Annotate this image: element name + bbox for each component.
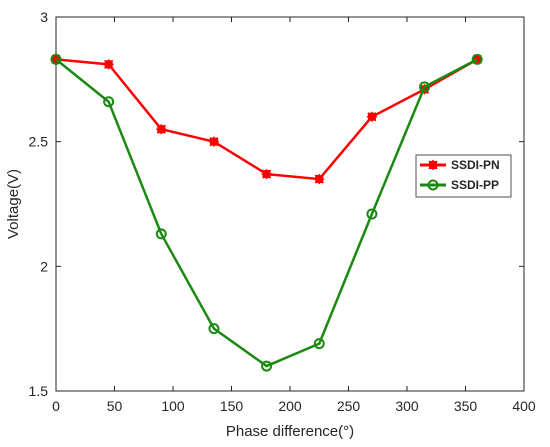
data-point [155,228,167,240]
data-point [261,360,273,372]
legend-marker-ssdi-pn [428,160,438,170]
data-point [366,208,378,220]
data-point [103,96,115,108]
x-tick-label: 400 [512,398,536,414]
data-point [208,323,220,335]
legend: SSDI-PN SSDI-PP [415,154,512,198]
x-tick-label: 150 [220,398,244,414]
x-tick-label: 350 [454,398,478,414]
y-tick-label: 3 [40,9,48,25]
x-tick-label: 300 [395,398,419,414]
legend-marker-ssdi-pp [427,179,439,191]
x-tick-label: 50 [107,398,123,414]
plot-area [55,16,525,392]
data-point [208,136,219,147]
data-point [471,53,483,65]
y-tick-label: 1.5 [29,383,49,399]
x-tick-label: 200 [278,398,302,414]
x-tick-label: 0 [52,398,60,414]
data-point [103,59,114,70]
y-tick-label: 2 [40,258,48,274]
data-point [156,124,167,135]
data-point [314,174,325,185]
legend-marker [427,179,439,191]
data-point [419,81,431,93]
series-layer [50,53,483,372]
legend-marker [428,160,438,170]
plot-frame [55,16,525,392]
ticks: 0 50 100 150 200 250 300 350 400 1.5 2 2.5 3 [29,9,536,414]
data-point [261,169,272,180]
legend-label-ssdi-pn: SSDI-PN [451,158,500,172]
x-axis-title: Phase difference(°) [226,423,354,440]
legend-label-ssdi-pp: SSDI-PP [451,178,499,192]
x-tick-label: 100 [161,398,185,414]
data-point [313,338,325,350]
data-point [366,111,377,122]
data-point [50,53,62,65]
y-axis-title: Voltage(V) [5,169,22,239]
series-line [55,58,478,368]
y-tick-label: 2.5 [29,134,49,150]
series-ssdi-pp [50,53,483,372]
x-tick-label: 250 [337,398,361,414]
